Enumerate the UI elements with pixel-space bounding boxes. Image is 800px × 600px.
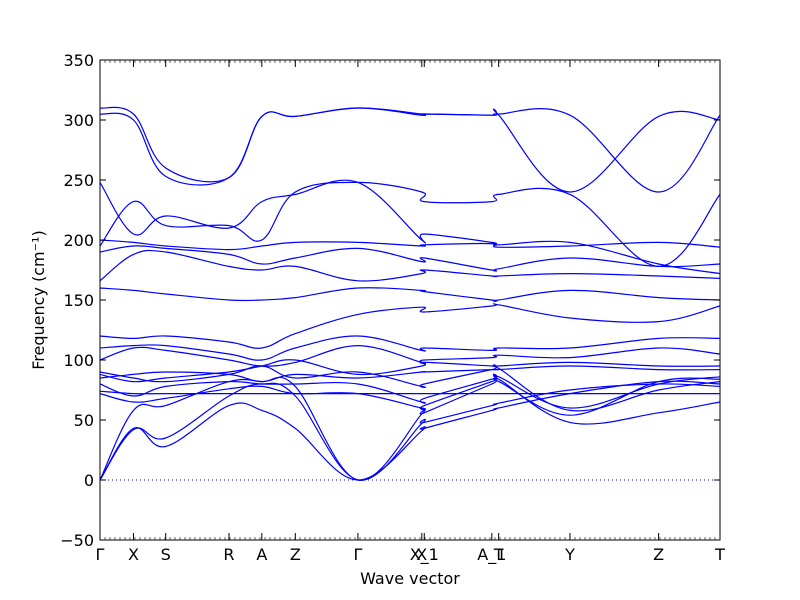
- y-axis-label: Frequency (cm⁻¹): [29, 230, 48, 369]
- phonon-band-4: [100, 374, 720, 425]
- phonon-band-13: [100, 287, 720, 302]
- y-tick-label: 200: [63, 231, 94, 250]
- x-tick-label: R: [223, 545, 234, 564]
- x-ticks: Γ X S R A Z Γ XX_1 A_1T Y Z T: [96, 60, 725, 565]
- y-ticks: −50 0 50 100 150 200 250 300 350: [60, 51, 720, 550]
- phonon-band-7: [100, 365, 720, 383]
- y-tick-label: 100: [63, 351, 94, 370]
- phonon-band-20: [100, 107, 720, 193]
- plot-background: [100, 60, 720, 540]
- x-tick-label: Z: [653, 545, 664, 564]
- phonon-band-11: [100, 335, 720, 361]
- phonon-band-2: [100, 382, 720, 481]
- y-tick-label: 350: [63, 51, 94, 70]
- x-tick-label: S: [161, 545, 171, 564]
- x-tick-label: X: [416, 545, 427, 564]
- x-tick-label: A: [256, 545, 267, 564]
- phonon-band-8: [100, 359, 720, 383]
- y-tick-label: 50: [74, 411, 94, 430]
- x-tick-label: T: [493, 545, 504, 564]
- phonon-band-14: [100, 249, 720, 282]
- phonon-band-18: [100, 181, 720, 268]
- y-tick-label: 0: [84, 471, 94, 490]
- x-tick-label: Z: [290, 545, 301, 564]
- y-tick-label: −50: [60, 531, 94, 550]
- phonon-band-19: [100, 106, 720, 193]
- y-tick-label: 300: [63, 111, 94, 130]
- x-tick-label: Y: [564, 545, 575, 564]
- x-axis-label: Wave vector: [360, 569, 460, 588]
- y-tick-label: 150: [63, 291, 94, 310]
- phonon-band-15: [100, 245, 720, 272]
- y-tick-label: 250: [63, 171, 94, 190]
- phonon-band-6: [100, 373, 720, 409]
- phonon-band-9: [100, 364, 720, 412]
- phonon-band-17: [100, 179, 720, 275]
- phonon-band-10: [100, 344, 720, 367]
- x-tick-label: X: [128, 545, 139, 564]
- phonon-band-12: [100, 303, 720, 349]
- phonon-band-3: [100, 376, 720, 481]
- x-tick-label: Γ: [353, 545, 362, 564]
- series-group: [100, 106, 720, 481]
- x-tick-label: T: [714, 545, 725, 564]
- x-tick-label: X_1: [410, 545, 439, 565]
- x-tick-label: Γ: [96, 545, 105, 564]
- phonon-band-16: [100, 239, 720, 251]
- x-tick-label: A_1: [477, 545, 506, 565]
- phonon-band-5: [100, 390, 720, 395]
